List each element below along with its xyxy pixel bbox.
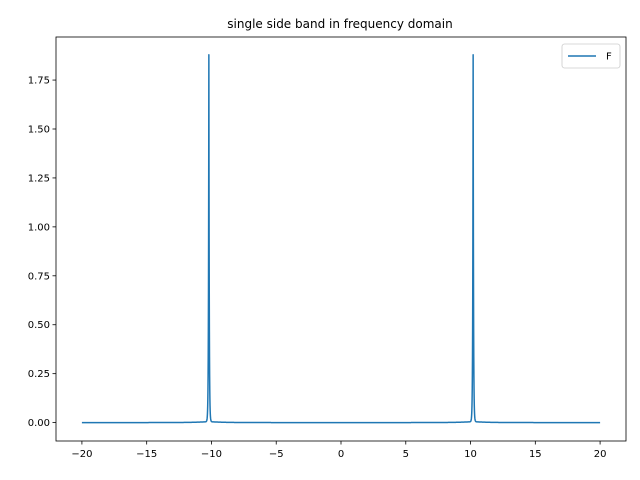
x-tick-label: −20 [71, 449, 92, 460]
x-tick-label: 15 [529, 449, 542, 460]
y-tick-label: 1.75 [28, 76, 50, 87]
series-line-0 [81, 54, 601, 424]
x-tick-label: 5 [403, 449, 409, 460]
plot-area [81, 54, 601, 424]
x-tick-label: −5 [269, 449, 284, 460]
y-tick-label: 0.00 [28, 418, 50, 429]
x-tick-label: −10 [201, 449, 222, 460]
legend: F [561, 43, 621, 69]
x-tick-label: −15 [136, 449, 157, 460]
x-tick-label: 0 [338, 449, 344, 460]
plot-frame [55, 36, 627, 442]
axes: −20 −15 −10 −5 0 5 10 15 20 0.00 0.25 0.50 0.75 1.00 1… [28, 36, 627, 460]
y-tick-label: 0.75 [28, 271, 50, 282]
y-tick-label: 1.00 [28, 222, 50, 233]
legend-label: F [606, 52, 612, 63]
y-tick-label: 1.50 [28, 124, 50, 135]
x-tick-label: 20 [594, 449, 607, 460]
x-tick-label: 10 [464, 449, 477, 460]
y-tick-label: 1.25 [28, 173, 50, 184]
y-tick-label: 0.50 [28, 320, 50, 331]
chart-title: single side band in frequency domain [227, 17, 452, 31]
y-tick-label: 0.25 [28, 369, 50, 380]
